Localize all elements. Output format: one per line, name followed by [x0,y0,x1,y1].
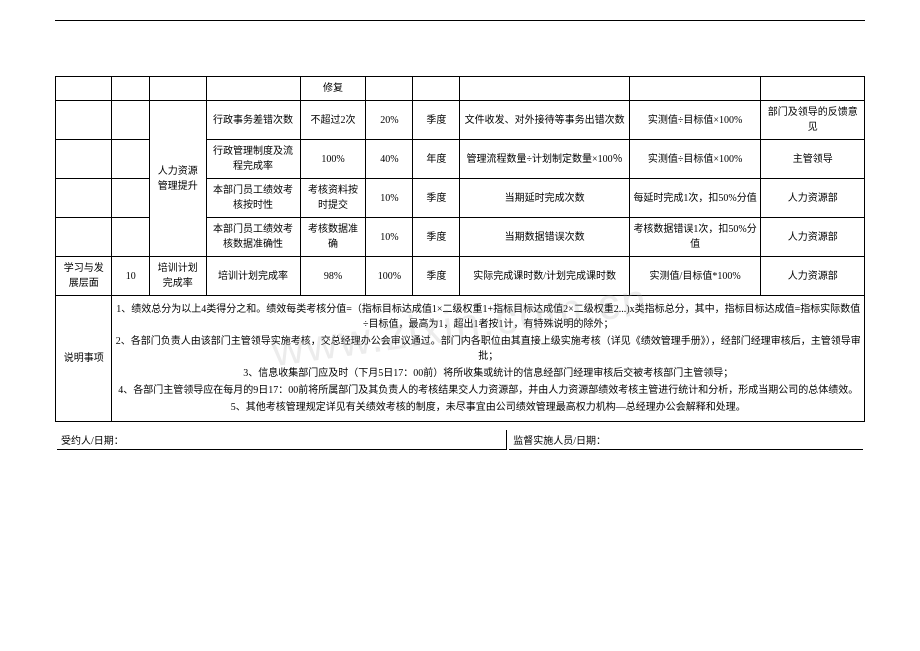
cell: 学习与发展层面 [56,257,112,296]
cell: 季度 [413,101,460,140]
cell: 当期延时完成次数 [460,179,629,218]
note-line: 3、信息收集部门应及时（下月5日17：00前）将所收集或统计的信息经部门经理审核… [115,366,861,381]
cell: 修复 [300,77,366,101]
cell: 部门及领导的反馈意见 [761,101,865,140]
cell: 本部门员工绩效考核按时性 [206,179,300,218]
cell: 100% [300,140,366,179]
cell [112,101,150,140]
cell: 季度 [413,257,460,296]
cell: 行政管理制度及流程完成率 [206,140,300,179]
cell: 考核数据错误1次，扣50%分值 [629,218,761,257]
cell [56,140,112,179]
cell: 20% [366,101,413,140]
cell [56,179,112,218]
note-line: 2、各部门负责人由该部门主管领导实施考核，交总经理办公会审议通过。部门内各职位由… [115,334,861,364]
cell: 人力资源部 [761,179,865,218]
notes-body: 1、绩效总分为以上4类得分之和。绩效每类考核分值=（指标目标达成值1×二级权重1… [112,296,865,422]
note-line: 1、绩效总分为以上4类得分之和。绩效每类考核分值=（指标目标达成值1×二级权重1… [115,302,861,332]
signature-left: 受约人/日期： [57,430,507,450]
cell [112,140,150,179]
cell [413,77,460,101]
cell [460,77,629,101]
cell: 实测值÷目标值×100% [629,101,761,140]
cell: 培训计划完成率 [206,257,300,296]
signature-right: 监督实施人员/日期： [509,430,863,450]
cell: 不超过2次 [300,101,366,140]
cell: 季度 [413,179,460,218]
cell: 考核数据准确 [300,218,366,257]
cell: 管理流程数量÷计划制定数量×100％ [460,140,629,179]
cell: 人力资源管理提升 [150,101,206,257]
table-row: 修复 [56,77,865,101]
cell: 10 [112,257,150,296]
notes-label: 说明事项 [56,296,112,422]
cell: 主管领导 [761,140,865,179]
cell: 当期数据错误次数 [460,218,629,257]
cell: 实测值/目标值*100% [629,257,761,296]
cell [366,77,413,101]
notes-row: 说明事项 1、绩效总分为以上4类得分之和。绩效每类考核分值=（指标目标达成值1×… [56,296,865,422]
cell: 培训计划完成率 [150,257,206,296]
cell [112,179,150,218]
cell [56,218,112,257]
cell [56,77,112,101]
cell [56,101,112,140]
cell: 实测值÷目标值×100% [629,140,761,179]
cell: 文件收发、对外接待等事务出错次数 [460,101,629,140]
note-line: 5、其他考核管理规定详见有关绩效考核的制度，未尽事宜由公司绩效管理最高权力机构—… [115,400,861,415]
cell: 本部门员工绩效考核数据准确性 [206,218,300,257]
cell: 每延时完成1次，扣50%分值 [629,179,761,218]
cell: 40% [366,140,413,179]
cell [112,218,150,257]
performance-table: 修复 人力资源管理提升 行政事务差错次数 不超过2次 20% 季度 文件收发、对… [55,76,865,422]
cell [206,77,300,101]
cell [761,77,865,101]
table-row: 学习与发展层面 10 培训计划完成率 培训计划完成率 98% 100% 季度 实… [56,257,865,296]
cell: 考核资料按时提交 [300,179,366,218]
cell: 实际完成课时数/计划完成课时数 [460,257,629,296]
cell: 人力资源部 [761,218,865,257]
cell: 季度 [413,218,460,257]
table-row: 人力资源管理提升 行政事务差错次数 不超过2次 20% 季度 文件收发、对外接待… [56,101,865,140]
note-line: 4、各部门主管领导应在每月的9日17：00前将所属部门及其负责人的考核结果交人力… [115,383,861,398]
top-rule [55,20,865,21]
cell: 98% [300,257,366,296]
cell: 人力资源部 [761,257,865,296]
cell [629,77,761,101]
cell [112,77,150,101]
cell: 年度 [413,140,460,179]
cell [150,77,206,101]
signature-row: 受约人/日期： 监督实施人员/日期： [55,428,865,452]
cell: 10% [366,218,413,257]
cell: 行政事务差错次数 [206,101,300,140]
cell: 10% [366,179,413,218]
cell: 100% [366,257,413,296]
